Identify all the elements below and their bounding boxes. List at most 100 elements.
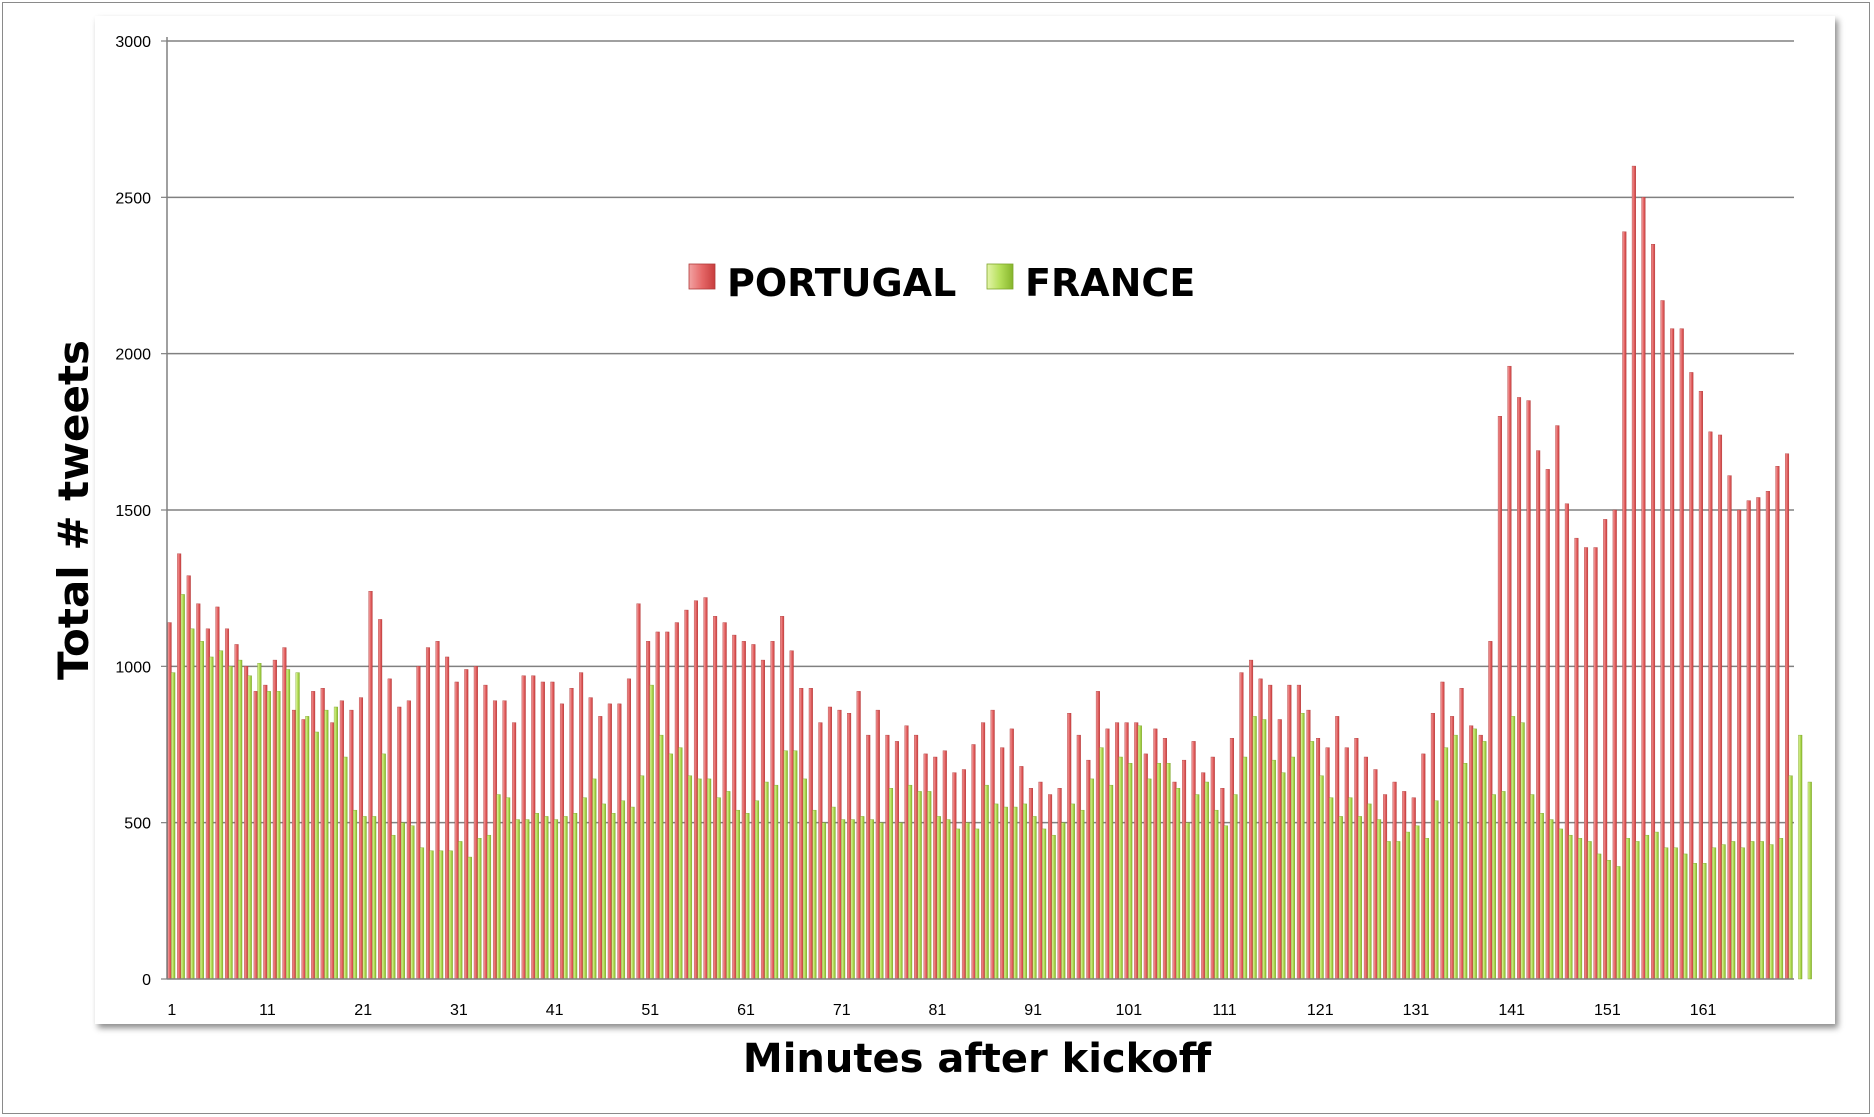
- bar-france-16: [314, 731, 319, 980]
- bar-portugal-66: [789, 650, 794, 980]
- bar-portugal-159: [1679, 328, 1684, 980]
- bar-france-105: [1166, 763, 1171, 980]
- bar-france-30: [448, 850, 453, 980]
- bar-portugal-70: [827, 706, 832, 980]
- bar-portugal-28: [425, 647, 431, 980]
- bar-portugal-90: [1019, 766, 1024, 980]
- bar-portugal-155: [1641, 197, 1646, 980]
- bar-portugal-59: [722, 622, 727, 980]
- bar-france-113: [1243, 756, 1248, 980]
- bar-france-107: [1185, 822, 1190, 980]
- bar-portugal-131: [1411, 797, 1416, 980]
- bar-france-141: [1511, 716, 1516, 980]
- bar-portugal-58: [713, 616, 718, 980]
- bar-france-6: [219, 650, 224, 980]
- bar-france-39: [534, 813, 539, 980]
- bar-france-20: [353, 809, 358, 980]
- bar-france-76: [889, 788, 894, 980]
- bar-portugal-75: [875, 709, 880, 980]
- bar-france-40: [544, 816, 549, 980]
- bar-france-57: [707, 778, 712, 980]
- bar-france-163: [1721, 844, 1726, 980]
- bar-portugal-146: [1555, 425, 1560, 980]
- y-axis-title: Total # tweets: [49, 340, 98, 680]
- bar-france-154: [1635, 841, 1640, 980]
- x-tick-label: 71: [833, 1002, 851, 1019]
- bar-france-91: [1032, 816, 1037, 980]
- bar-portugal-15: [301, 719, 306, 980]
- bar-portugal-80: [923, 753, 928, 980]
- bar-portugal-165: [1737, 509, 1742, 980]
- bar-france-99: [1109, 784, 1114, 980]
- bar-portugal-54: [674, 622, 679, 980]
- bar-france-68: [812, 809, 817, 980]
- bar-portugal-14: [291, 709, 297, 980]
- bar-france-8: [238, 659, 243, 980]
- bar-portugal-46: [598, 716, 603, 980]
- bar-portugal-150: [1593, 547, 1598, 980]
- bar-portugal-112: [1229, 738, 1234, 980]
- bar-portugal-71: [837, 709, 842, 980]
- bar-france-120: [1310, 741, 1315, 980]
- bar-france-144: [1539, 813, 1544, 980]
- bar-portugal-169: [1775, 466, 1780, 980]
- bar-france-41: [554, 819, 559, 980]
- bar-portugal-26: [406, 700, 411, 980]
- bar-france-83: [955, 828, 961, 980]
- bar-france-21: [362, 816, 367, 980]
- bar-portugal-39: [531, 675, 536, 980]
- bar-france-78: [908, 784, 913, 980]
- x-tick-label: 91: [1024, 1002, 1042, 1019]
- bar-france-36: [506, 797, 511, 980]
- axes: [166, 37, 1794, 980]
- bar-portugal-82: [942, 750, 947, 980]
- bar-france-168: [1769, 844, 1774, 980]
- bar-portugal-10: [253, 691, 258, 980]
- bar-france-59: [726, 791, 731, 980]
- bar-france-161: [1702, 863, 1707, 980]
- bar-france-162: [1712, 847, 1717, 980]
- bar-france-89: [1013, 806, 1018, 980]
- bar-portugal-138: [1478, 734, 1483, 980]
- bar-france-122: [1329, 797, 1334, 980]
- bar-france-64: [774, 784, 779, 980]
- bar-france-54: [678, 747, 683, 980]
- bar-portugal-142: [1517, 397, 1522, 980]
- bar-portugal-18: [330, 722, 335, 980]
- bar-portugal-36: [502, 700, 507, 980]
- bar-portugal-73: [856, 691, 861, 980]
- bar-france-130: [1405, 831, 1410, 980]
- x-tick-label: 111: [1212, 1002, 1236, 1019]
- bar-portugal-156: [1651, 244, 1656, 980]
- bar-portugal-3: [186, 575, 191, 980]
- bar-portugal-113: [1239, 672, 1244, 980]
- bar-portugal-109: [1201, 772, 1206, 980]
- bar-portugal-115: [1258, 678, 1263, 980]
- bar-france-160: [1692, 863, 1697, 980]
- bar-france-73: [860, 816, 865, 980]
- bar-france-47: [611, 813, 616, 980]
- bar-france-48: [621, 800, 626, 980]
- bar-france-84: [965, 822, 970, 980]
- bar-france-24: [391, 834, 396, 980]
- bar-portugal-135: [1450, 716, 1455, 980]
- bar-portugal-53: [665, 631, 670, 980]
- x-tick-label: 101: [1115, 1002, 1142, 1019]
- bar-portugal-63: [760, 659, 765, 980]
- bar-france-100: [1118, 756, 1123, 980]
- bar-portugal-13: [282, 647, 287, 980]
- legend-swatch-france: [986, 263, 1014, 290]
- bar-portugal-41: [550, 681, 555, 980]
- bar-france-74: [869, 819, 874, 980]
- x-tick-label: 1: [167, 1002, 176, 1019]
- bar-france-149: [1587, 841, 1592, 980]
- bar-france-26: [410, 825, 415, 980]
- bar-portugal-166: [1746, 500, 1751, 980]
- bar-france-87: [994, 803, 999, 980]
- bar-portugal-143: [1526, 400, 1531, 980]
- bar-france-136: [1463, 763, 1468, 980]
- bar-portugal-141: [1507, 365, 1512, 980]
- bar-france-53: [668, 753, 673, 980]
- bar-portugal-57: [703, 597, 708, 980]
